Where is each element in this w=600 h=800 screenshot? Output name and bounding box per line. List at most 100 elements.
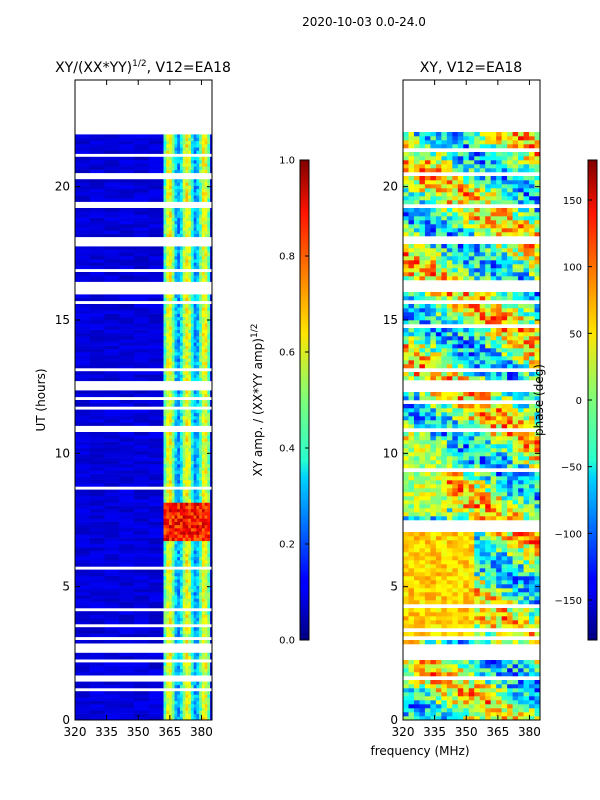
right-heat-cell xyxy=(430,620,437,625)
left-heat-cell xyxy=(204,457,208,462)
left-heat-cell xyxy=(75,611,91,615)
right-heat-cell xyxy=(424,496,431,501)
right-heat-cell xyxy=(485,684,491,689)
left-heat-cell xyxy=(193,220,197,225)
left-heat-cell xyxy=(148,508,164,513)
right-heat-cell xyxy=(501,488,508,493)
left-heat-cell xyxy=(104,198,120,202)
left-heat-cell xyxy=(182,668,186,673)
left-heat-cell xyxy=(196,528,200,532)
left-heat-cell xyxy=(188,163,192,167)
left-heat-cell xyxy=(174,512,178,516)
left-heat-cell xyxy=(169,460,173,465)
right-heat-cell xyxy=(424,612,431,617)
left-heat-cell xyxy=(89,470,105,474)
right-heat-cell xyxy=(490,632,497,637)
ytick-label-5: 5 xyxy=(62,580,70,594)
right-heat-cell xyxy=(424,616,431,621)
left-heat-cell xyxy=(166,412,170,417)
right-heat-cell xyxy=(485,688,491,693)
left-heat-cell xyxy=(185,262,189,266)
right-heat-cell xyxy=(463,568,470,573)
left-heat-cell xyxy=(207,582,211,586)
left-heat-cell xyxy=(188,249,192,254)
right-heat-cell xyxy=(501,700,508,705)
right-heat-cell xyxy=(512,672,519,677)
right-heat-cell xyxy=(430,484,437,489)
left-heat-cell xyxy=(182,435,186,439)
left-heat-cell xyxy=(104,217,120,222)
right-heat-cell xyxy=(518,672,524,677)
left-heat-cell xyxy=(179,553,184,558)
right-heat-cell xyxy=(512,540,519,545)
right-heat-cell xyxy=(479,600,486,605)
right-heat-cell xyxy=(485,476,491,481)
left-heat-cell xyxy=(75,496,91,500)
right-heat-cell xyxy=(534,496,540,501)
right-heat-cell xyxy=(474,544,481,549)
left-heat-cell xyxy=(75,345,91,350)
right-heat-cell xyxy=(408,716,415,720)
left-heat-cell xyxy=(169,374,173,378)
left-heat-cell xyxy=(210,537,212,542)
left-heat-cell xyxy=(190,150,194,154)
left-heat-cell xyxy=(171,137,175,142)
left-heat-cell xyxy=(163,147,167,151)
right-heat-cell xyxy=(496,612,502,617)
right-heat-cell xyxy=(408,452,415,457)
left-heat-cell xyxy=(104,185,120,190)
left-heat-cell xyxy=(169,515,173,519)
right-heat-cell xyxy=(457,608,464,613)
left-heat-cell xyxy=(104,540,120,545)
left-heat-cell xyxy=(210,473,212,478)
left-heat-cell xyxy=(169,668,173,673)
right-heat-cell xyxy=(408,688,415,693)
right-heat-cell xyxy=(446,484,453,489)
right-heat-cell xyxy=(403,580,409,585)
left-heat-cell xyxy=(190,544,194,548)
left-heat-cell xyxy=(185,604,189,609)
left-heat-cell xyxy=(134,144,150,148)
left-heat-cell xyxy=(190,662,194,666)
left-heat-cell xyxy=(204,604,208,609)
left-heat-cell xyxy=(210,259,212,263)
right-heat-cell xyxy=(441,492,448,497)
left-heat-cell xyxy=(199,476,203,481)
left-heat-cell xyxy=(207,339,211,343)
left-heat-cell xyxy=(207,473,211,478)
left-heat-cell xyxy=(196,611,200,615)
left-heat-cell xyxy=(169,400,173,404)
right-heat-cell xyxy=(501,620,508,625)
left-heat-cell xyxy=(134,310,150,314)
right-heat-cell xyxy=(463,672,470,677)
left-heat-cell xyxy=(190,563,194,567)
left-heat-cell xyxy=(204,169,208,174)
left-heat-cell xyxy=(185,710,189,714)
left-heat-cell xyxy=(204,160,208,164)
right-heat-cell xyxy=(430,596,437,601)
left-heat-cell xyxy=(196,572,200,577)
left-heat-cell xyxy=(75,307,91,311)
right-heat-cell xyxy=(479,708,486,713)
left-heat-cell xyxy=(75,185,91,190)
left-heat-cell xyxy=(169,508,173,513)
left-heat-cell xyxy=(190,400,194,404)
right-heat-cell xyxy=(403,616,409,621)
left-heat-cell xyxy=(171,710,175,714)
right-heat-cell xyxy=(512,516,519,521)
left-heat-cell xyxy=(201,694,205,698)
left-heat-cell xyxy=(174,553,178,558)
left-heat-cell xyxy=(204,595,208,599)
left-heat-cell xyxy=(163,700,167,705)
left-heat-cell xyxy=(210,147,212,151)
left-heat-cell xyxy=(148,579,164,583)
left-heat-cell xyxy=(199,320,203,324)
left-heat-cell xyxy=(188,265,192,270)
left-heat-cell xyxy=(174,160,178,164)
left-heat-cell xyxy=(148,252,164,257)
left-heat-cell xyxy=(179,544,184,548)
left-heat-cell xyxy=(148,627,164,631)
right-heat-cell xyxy=(534,532,540,537)
left-heat-cell xyxy=(199,576,203,580)
left-heat-cell xyxy=(196,518,200,522)
